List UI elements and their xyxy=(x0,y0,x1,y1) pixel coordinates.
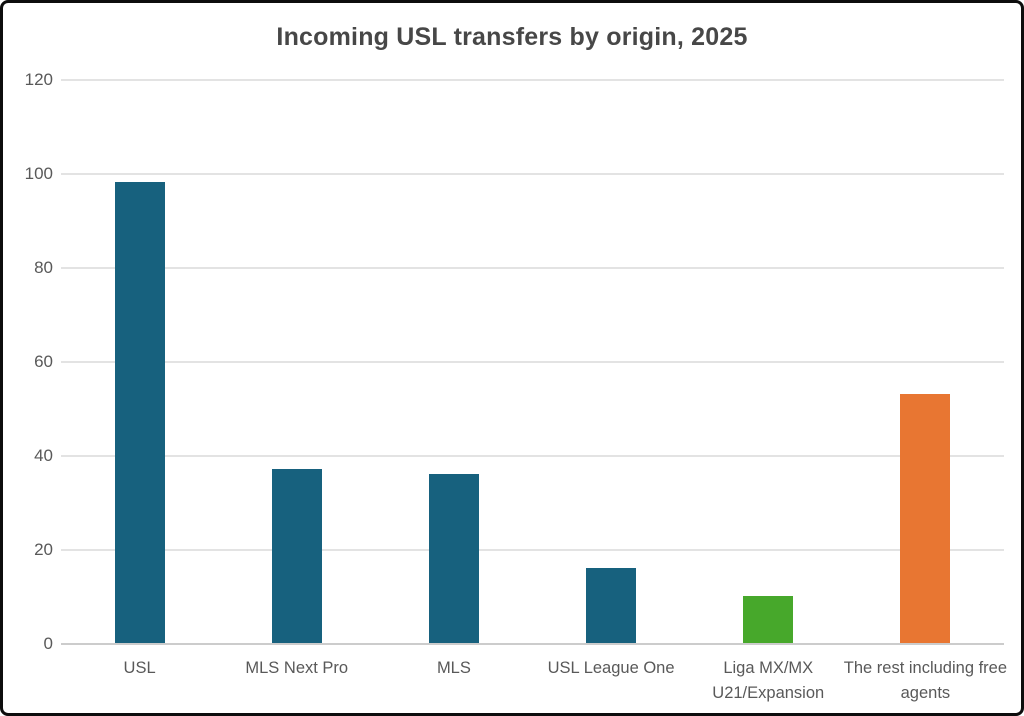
chart-title: Incoming USL transfers by origin, 2025 xyxy=(276,23,748,51)
y-tick-label-100: 100 xyxy=(24,164,53,183)
x-tick-label-usl: USL xyxy=(123,659,156,677)
bar-mls-next-pro xyxy=(271,469,322,643)
bar-usl xyxy=(114,182,165,643)
y-tick-label-20: 20 xyxy=(34,540,53,559)
x-tick-label-usl-league-one: USL League One xyxy=(547,659,675,677)
bar-the-rest-including-free-agents xyxy=(900,393,951,643)
gridline-y-20 xyxy=(61,549,1004,551)
gridline-y-80 xyxy=(61,267,1004,269)
y-tick-label-40: 40 xyxy=(34,446,53,465)
bar-mls xyxy=(428,473,479,643)
x-tick-label-mls-next-pro: MLS Next Pro xyxy=(245,659,349,677)
y-tick-label-0: 0 xyxy=(43,634,53,653)
x-tick-label-mls: MLS xyxy=(436,659,471,677)
gridline-y-60 xyxy=(61,361,1004,363)
gridline-y-0 xyxy=(61,643,1004,645)
plot-area: 0 20 40 60 80 100 120 USL MLS Next Pro MLS USL Le… xyxy=(25,71,1007,702)
gridline-y-120 xyxy=(61,79,1004,81)
y-tick-label-80: 80 xyxy=(34,258,53,277)
x-tick-label-the-rest-including-free-agents: The rest including free agents xyxy=(843,659,1008,702)
y-tick-label-120: 120 xyxy=(24,70,53,89)
y-tick-label-60: 60 xyxy=(34,352,53,371)
bar-liga-mx-mx-u21-expansion xyxy=(743,596,794,643)
gridline-y-100 xyxy=(61,173,1004,175)
bar-usl-league-one xyxy=(586,567,637,643)
x-tick-label-liga-mx-mx-u21-expansion: Liga MX/MX U21/Expansion xyxy=(712,659,825,702)
gridline-y-40 xyxy=(61,455,1004,457)
